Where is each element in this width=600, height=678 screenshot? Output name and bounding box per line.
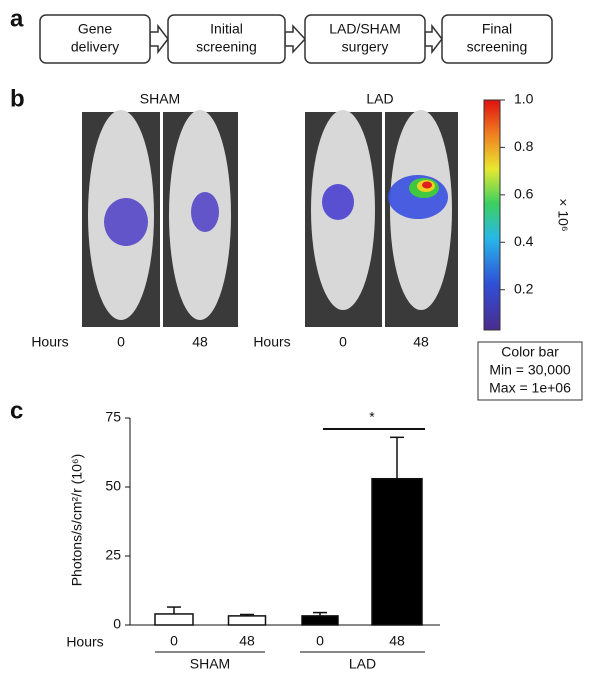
group-name: SHAM [140,91,180,107]
bar [154,613,194,626]
colorbar-unit: × 10⁶ [555,198,571,231]
colorbar-tick-label: 0.8 [514,138,534,154]
flow-step-text: Gene [78,21,112,37]
hours-label: Hours [253,334,290,350]
hours-value: 48 [413,334,429,350]
flow-step [39,14,151,64]
colorbar-tick-label: 0.2 [514,280,534,296]
colorbar-tick-label: 0.4 [514,233,534,249]
colorbar-legend-text: Min = 30,000 [489,362,571,378]
flow-step-text: surgery [342,39,389,55]
flow-step-text: delivery [71,39,119,55]
colorbar-tick-label: 1.0 [514,91,534,107]
x-tick-label: 0 [316,633,324,649]
bar [301,615,339,626]
x-tick-label: 48 [239,633,255,649]
hours-value: 0 [339,334,347,350]
y-axis-label: Photons/s/cm²/r (10⁶) [69,454,85,587]
colorbar-legend-text: Max = 1e+06 [489,380,571,396]
flow-step-text: LAD/SHAM [329,21,401,37]
colorbar [483,99,501,331]
flow-step [304,14,426,64]
colorbar-legend-box [477,341,583,401]
group-name: LAD [349,656,376,672]
significance-marker: * [369,409,375,425]
hours-value: 48 [192,334,208,350]
y-tick-label: 75 [105,409,121,425]
panel-label: a [10,5,24,32]
y-tick-label: 25 [105,547,121,563]
panel-label: c [10,397,23,424]
colorbar-legend-text: Color bar [501,344,559,360]
flow-step-text: screening [196,39,257,55]
x-tick-label: 0 [170,633,178,649]
x-tick-label: 48 [389,633,405,649]
bar [371,477,423,626]
y-tick-label: 0 [113,616,121,632]
group-name: SHAM [190,656,230,672]
flow-step [167,14,286,64]
flow-step-text: Final [482,21,512,37]
hours-label: Hours [31,334,68,350]
mouse-images [82,110,458,327]
flow-step-text: screening [467,39,528,55]
flow-step-text: Initial [210,21,243,37]
colorbar-tick-label: 0.6 [514,186,534,202]
panel-label: b [10,85,25,112]
x-axis-label: Hours [66,634,103,650]
y-tick-label: 50 [105,478,121,494]
hours-value: 0 [117,334,125,350]
flow-arrows [149,23,443,55]
group-name: LAD [366,91,393,107]
bar [227,615,267,626]
flow-step [441,14,553,64]
